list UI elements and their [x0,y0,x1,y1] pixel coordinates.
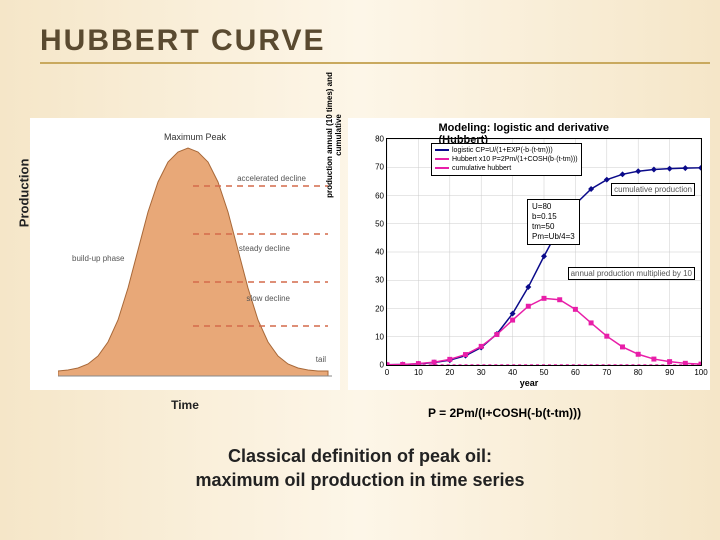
label-cumulative: cumulative production [611,183,695,196]
caption-line-2: maximum oil production in time series [195,468,524,492]
right-plot-area: logistic CP=U/(1+EXP(-b·(t-tm)))Hubbert … [386,138,702,366]
annot-accel: accelerated decline [237,174,306,183]
annot-steady: steady decline [239,244,290,253]
left-ylabel: Production [17,159,32,228]
page-title: HUBBERT CURVE [40,24,325,58]
annot-tail: tail [316,355,326,364]
annot-buildup: build-up phase [72,254,124,263]
charts-container: Production Maximum Peak build-up phase a… [30,118,710,390]
formula-text: P = 2Pm/(I+COSH(-b(t-tm))) [428,406,581,420]
bell-peak-label: Maximum Peak [164,132,226,142]
caption: Classical definition of peak oil: maximu… [195,444,524,493]
right-ylabel: production annual (10 times) and cumulat… [325,55,343,215]
bell-plot-area: Maximum Peak build-up phase accelerated … [58,126,332,382]
caption-line-1: Classical definition of peak oil: [195,444,524,468]
logistic-chart: Modeling: logistic and derivative (Hubbe… [348,118,710,390]
hubbert-bell-chart: Production Maximum Peak build-up phase a… [30,118,340,390]
annot-slow: slow decline [246,294,290,303]
param-box: U=80b=0.15tm=50Pm=Ub/4=3 [527,199,580,245]
title-underline [40,62,710,64]
left-xlabel: Time [171,398,199,412]
label-annual: annual production multiplied by 10 [568,267,695,280]
right-xlabel: year [520,378,539,388]
chart-legend: logistic CP=U/(1+EXP(-b·(t-tm)))Hubbert … [431,143,582,176]
